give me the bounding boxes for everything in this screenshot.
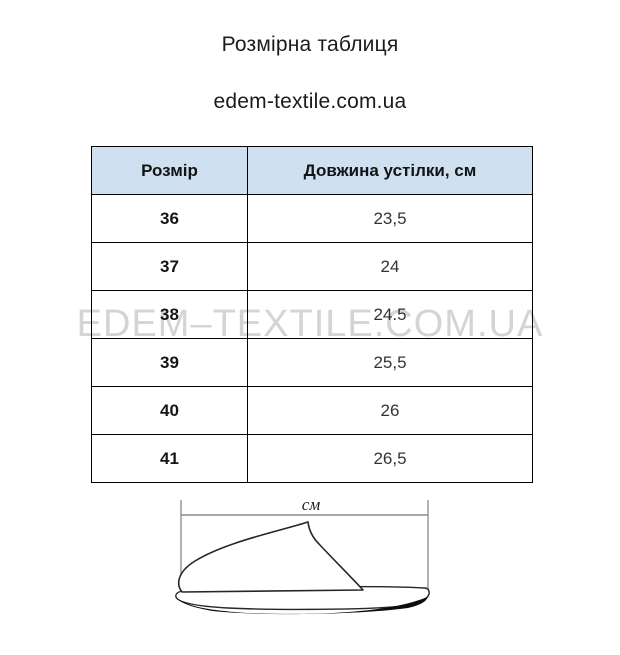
size-cell: 39 [91, 338, 248, 387]
table-row: 39 25,5 [91, 338, 533, 387]
table-row: 36 23,5 [91, 194, 533, 243]
size-cell: 40 [91, 386, 248, 435]
size-table: Розмір Довжина устілки, см 36 23,5 37 24… [91, 146, 533, 483]
slipper-upper [178, 521, 364, 593]
col-header-size: Розмір [91, 146, 248, 195]
table-row: 40 26 [91, 386, 533, 435]
size-cell: 38 [91, 290, 248, 339]
size-cell: 36 [91, 194, 248, 243]
dimension-label-cm: см [302, 495, 321, 514]
length-cell: 25,5 [247, 338, 533, 387]
size-cell: 41 [91, 434, 248, 483]
table-row: 37 24 [91, 242, 533, 291]
length-cell: 26,5 [247, 434, 533, 483]
site-title: edem-textile.com.ua [213, 90, 407, 113]
table-header-row: Розмір Довжина устілки, см [91, 146, 533, 195]
length-cell: 23,5 [247, 194, 533, 243]
table-row: 38 24.5 [91, 290, 533, 339]
table-row: 41 26,5 [91, 434, 533, 483]
col-header-length: Довжина устілки, см [247, 146, 533, 195]
length-cell: 24 [247, 242, 533, 291]
slipper-diagram: см [168, 484, 448, 644]
page-title: Розмірна таблиця [221, 33, 399, 56]
size-cell: 37 [91, 242, 248, 291]
slipper-illustration: см [175, 495, 430, 615]
length-cell: 24.5 [247, 290, 533, 339]
length-cell: 26 [247, 386, 533, 435]
